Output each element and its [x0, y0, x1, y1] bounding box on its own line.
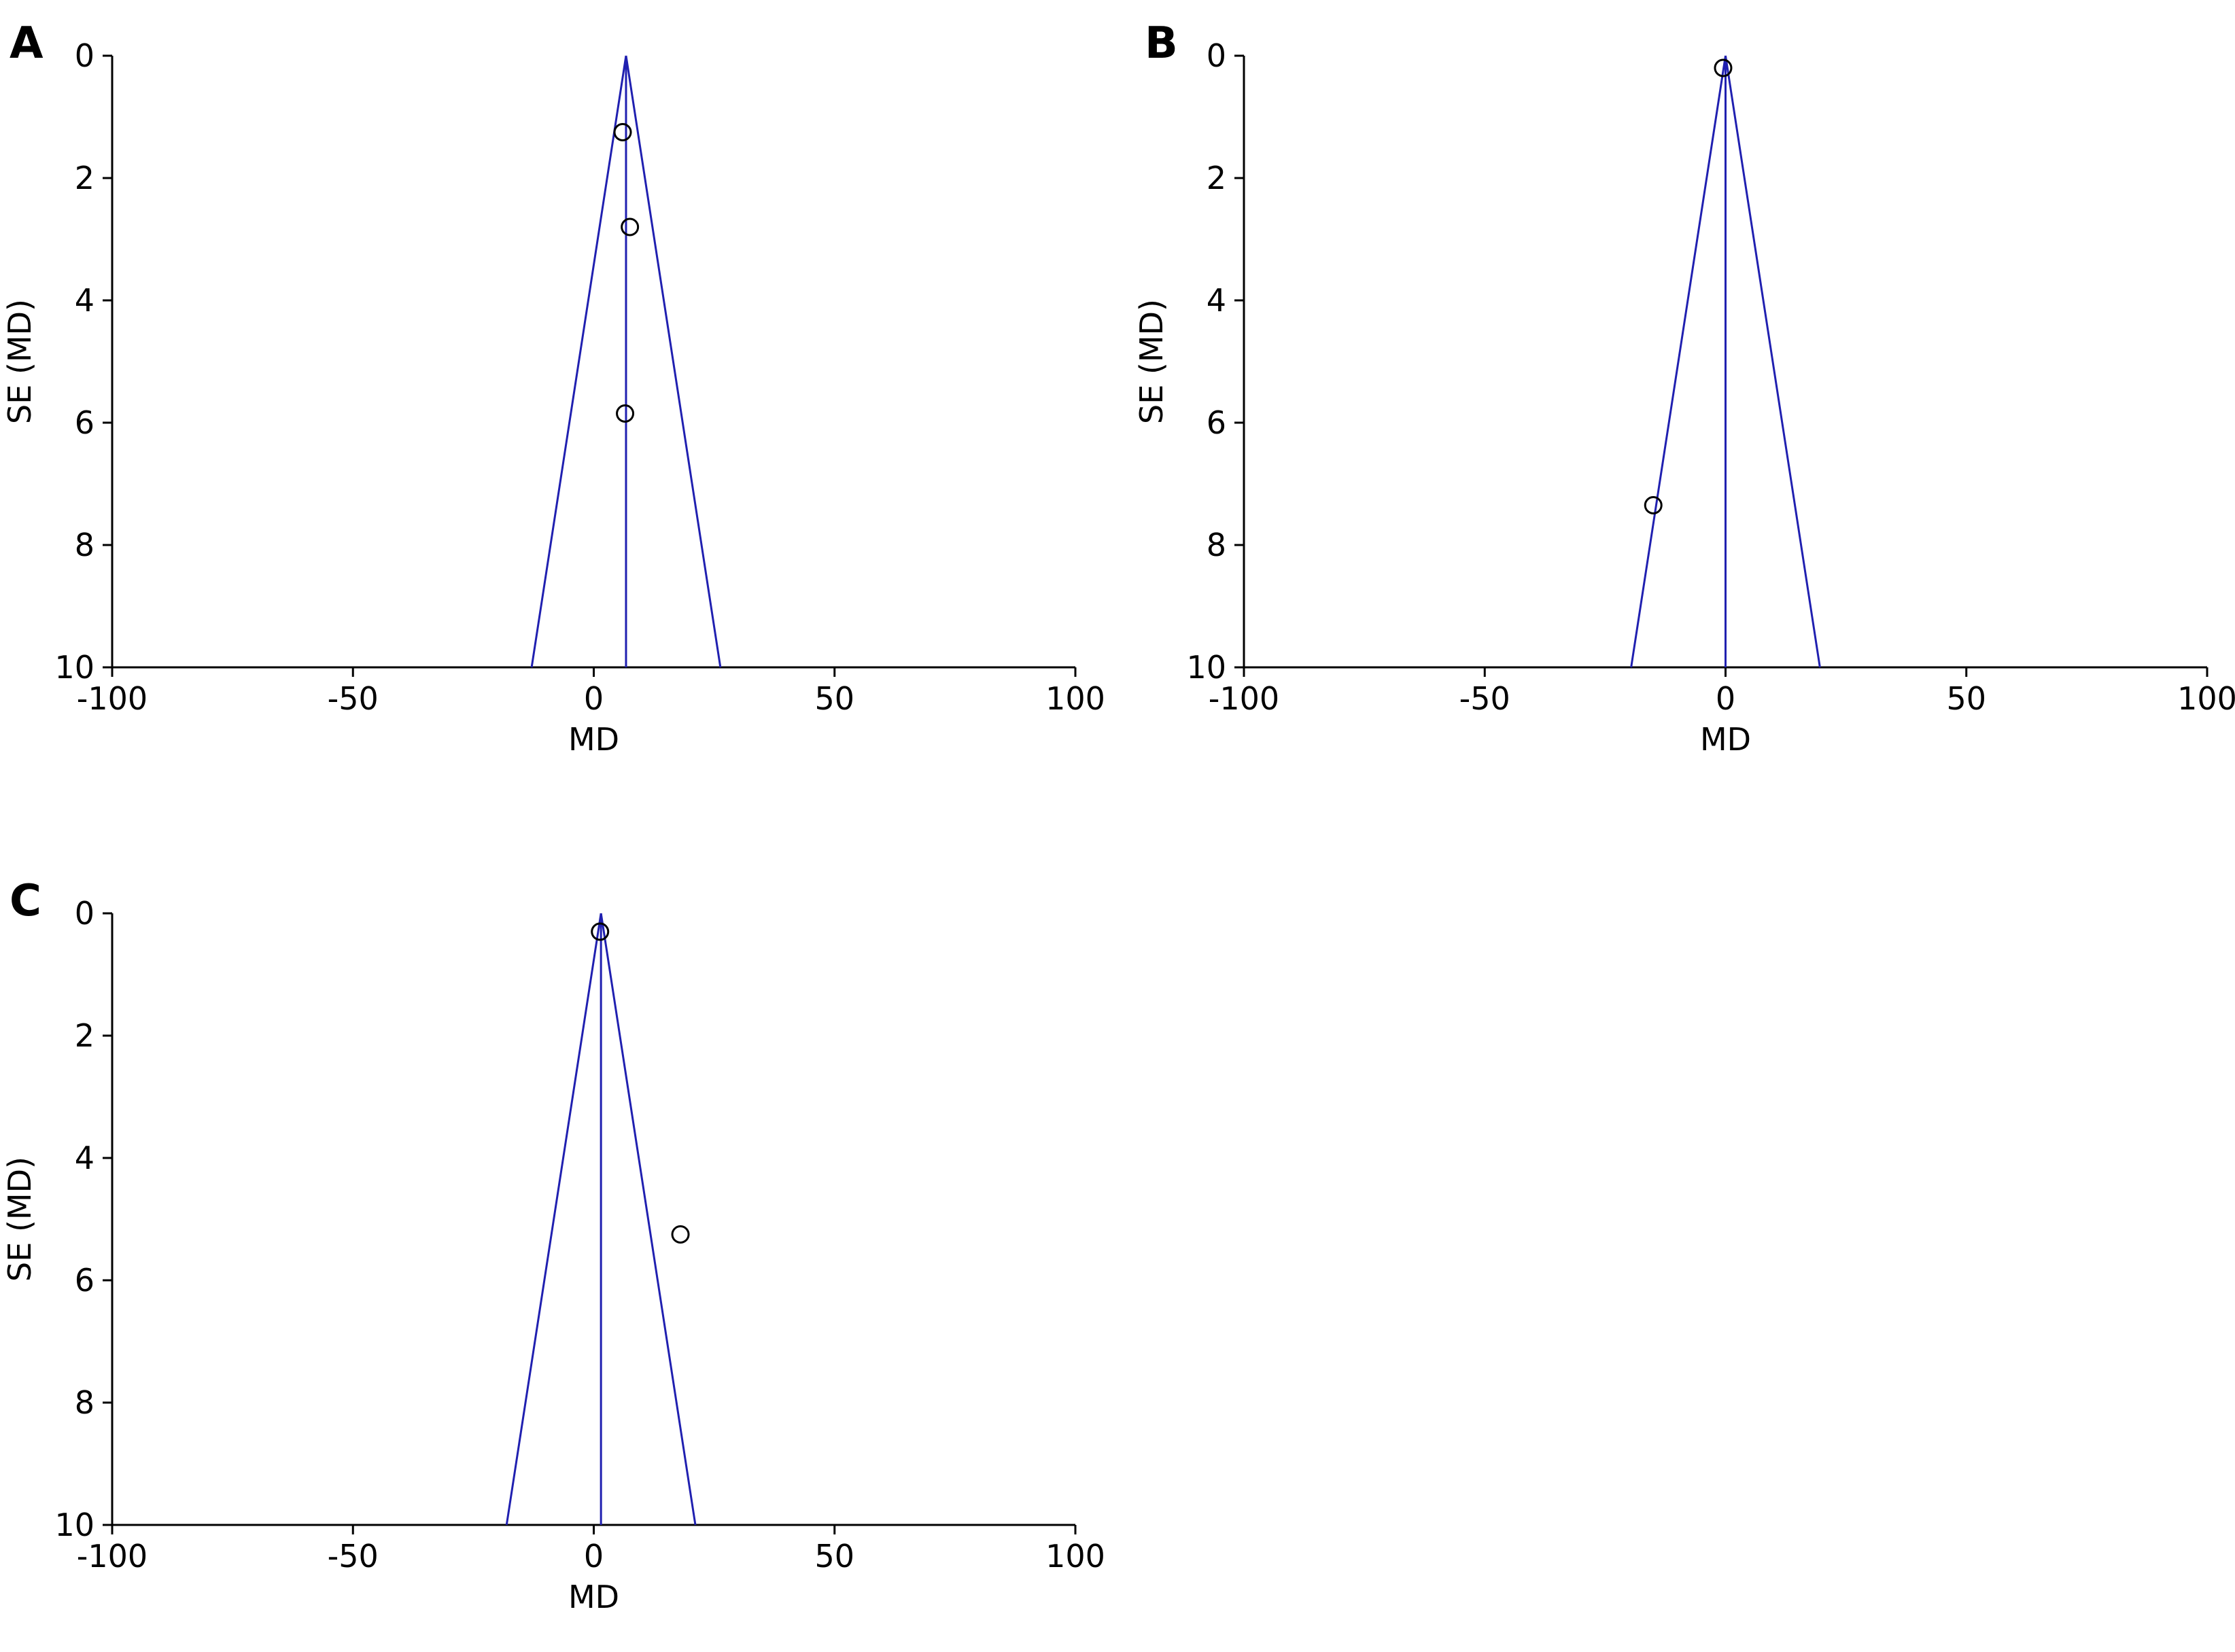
panel-letter-b: B [1145, 18, 1178, 69]
x-tick-label: 50 [814, 1538, 854, 1575]
x-tick-label: -50 [328, 1538, 379, 1575]
panel-letter-c: C [10, 876, 41, 926]
y-tick-label: 8 [1207, 527, 1226, 563]
study-point [671, 1225, 690, 1244]
study-point [1644, 496, 1663, 514]
funnel-left-limit [530, 55, 627, 668]
y-tick-label: 0 [1207, 37, 1226, 74]
y-tick-label: 10 [54, 649, 94, 686]
y-tick-label: 8 [75, 1384, 94, 1421]
x-tick-label: 0 [584, 1538, 604, 1575]
y-tick-label: 6 [75, 404, 94, 441]
x-tick-label: 0 [1716, 680, 1735, 717]
study-point [591, 922, 610, 941]
funnel-right-limit [625, 55, 722, 668]
funnel-left-limit [505, 913, 602, 1526]
y-tick-label: 4 [1207, 282, 1226, 319]
x-axis-title: MD [1700, 721, 1751, 758]
y-tick-label: 2 [75, 160, 94, 196]
x-tick-label: 50 [814, 680, 854, 717]
y-tick-label: 2 [75, 1017, 94, 1054]
y-axis-title: SE (MD) [1, 299, 38, 424]
y-tick-label: 10 [54, 1507, 94, 1543]
panel-letter-a: A [10, 18, 44, 69]
x-axis-title: MD [568, 1579, 619, 1615]
x-tick-label: -100 [77, 680, 148, 717]
y-tick-label: 10 [1186, 649, 1226, 686]
y-tick-label: 4 [75, 282, 94, 319]
x-tick-label: 50 [1946, 680, 1986, 717]
y-axis-title: SE (MD) [1, 1157, 38, 1282]
study-point [621, 217, 640, 236]
funnel-left-limit [1630, 55, 1727, 668]
study-point [616, 404, 635, 423]
y-tick-label: 6 [1207, 404, 1226, 441]
x-tick-label: 100 [1045, 680, 1105, 717]
x-tick-label: -100 [1209, 680, 1279, 717]
x-tick-label: 0 [584, 680, 604, 717]
x-tick-label: 100 [1045, 1538, 1105, 1575]
x-tick-label: -50 [1459, 680, 1510, 717]
x-axis-title: MD [568, 721, 619, 758]
x-tick-label: -50 [328, 680, 379, 717]
y-tick-label: 6 [75, 1262, 94, 1299]
y-axis-title: SE (MD) [1133, 299, 1170, 424]
y-tick-label: 4 [75, 1140, 94, 1176]
funnel-right-limit [600, 913, 697, 1526]
x-tick-label: -100 [77, 1538, 148, 1575]
y-tick-label: 0 [75, 37, 94, 74]
y-tick-label: 0 [75, 895, 94, 932]
funnel-right-limit [1725, 55, 1821, 668]
x-tick-label: 100 [2177, 680, 2235, 717]
y-tick-label: 2 [1207, 160, 1226, 196]
study-point [1714, 58, 1733, 77]
study-point [613, 123, 632, 141]
y-tick-label: 8 [75, 527, 94, 563]
